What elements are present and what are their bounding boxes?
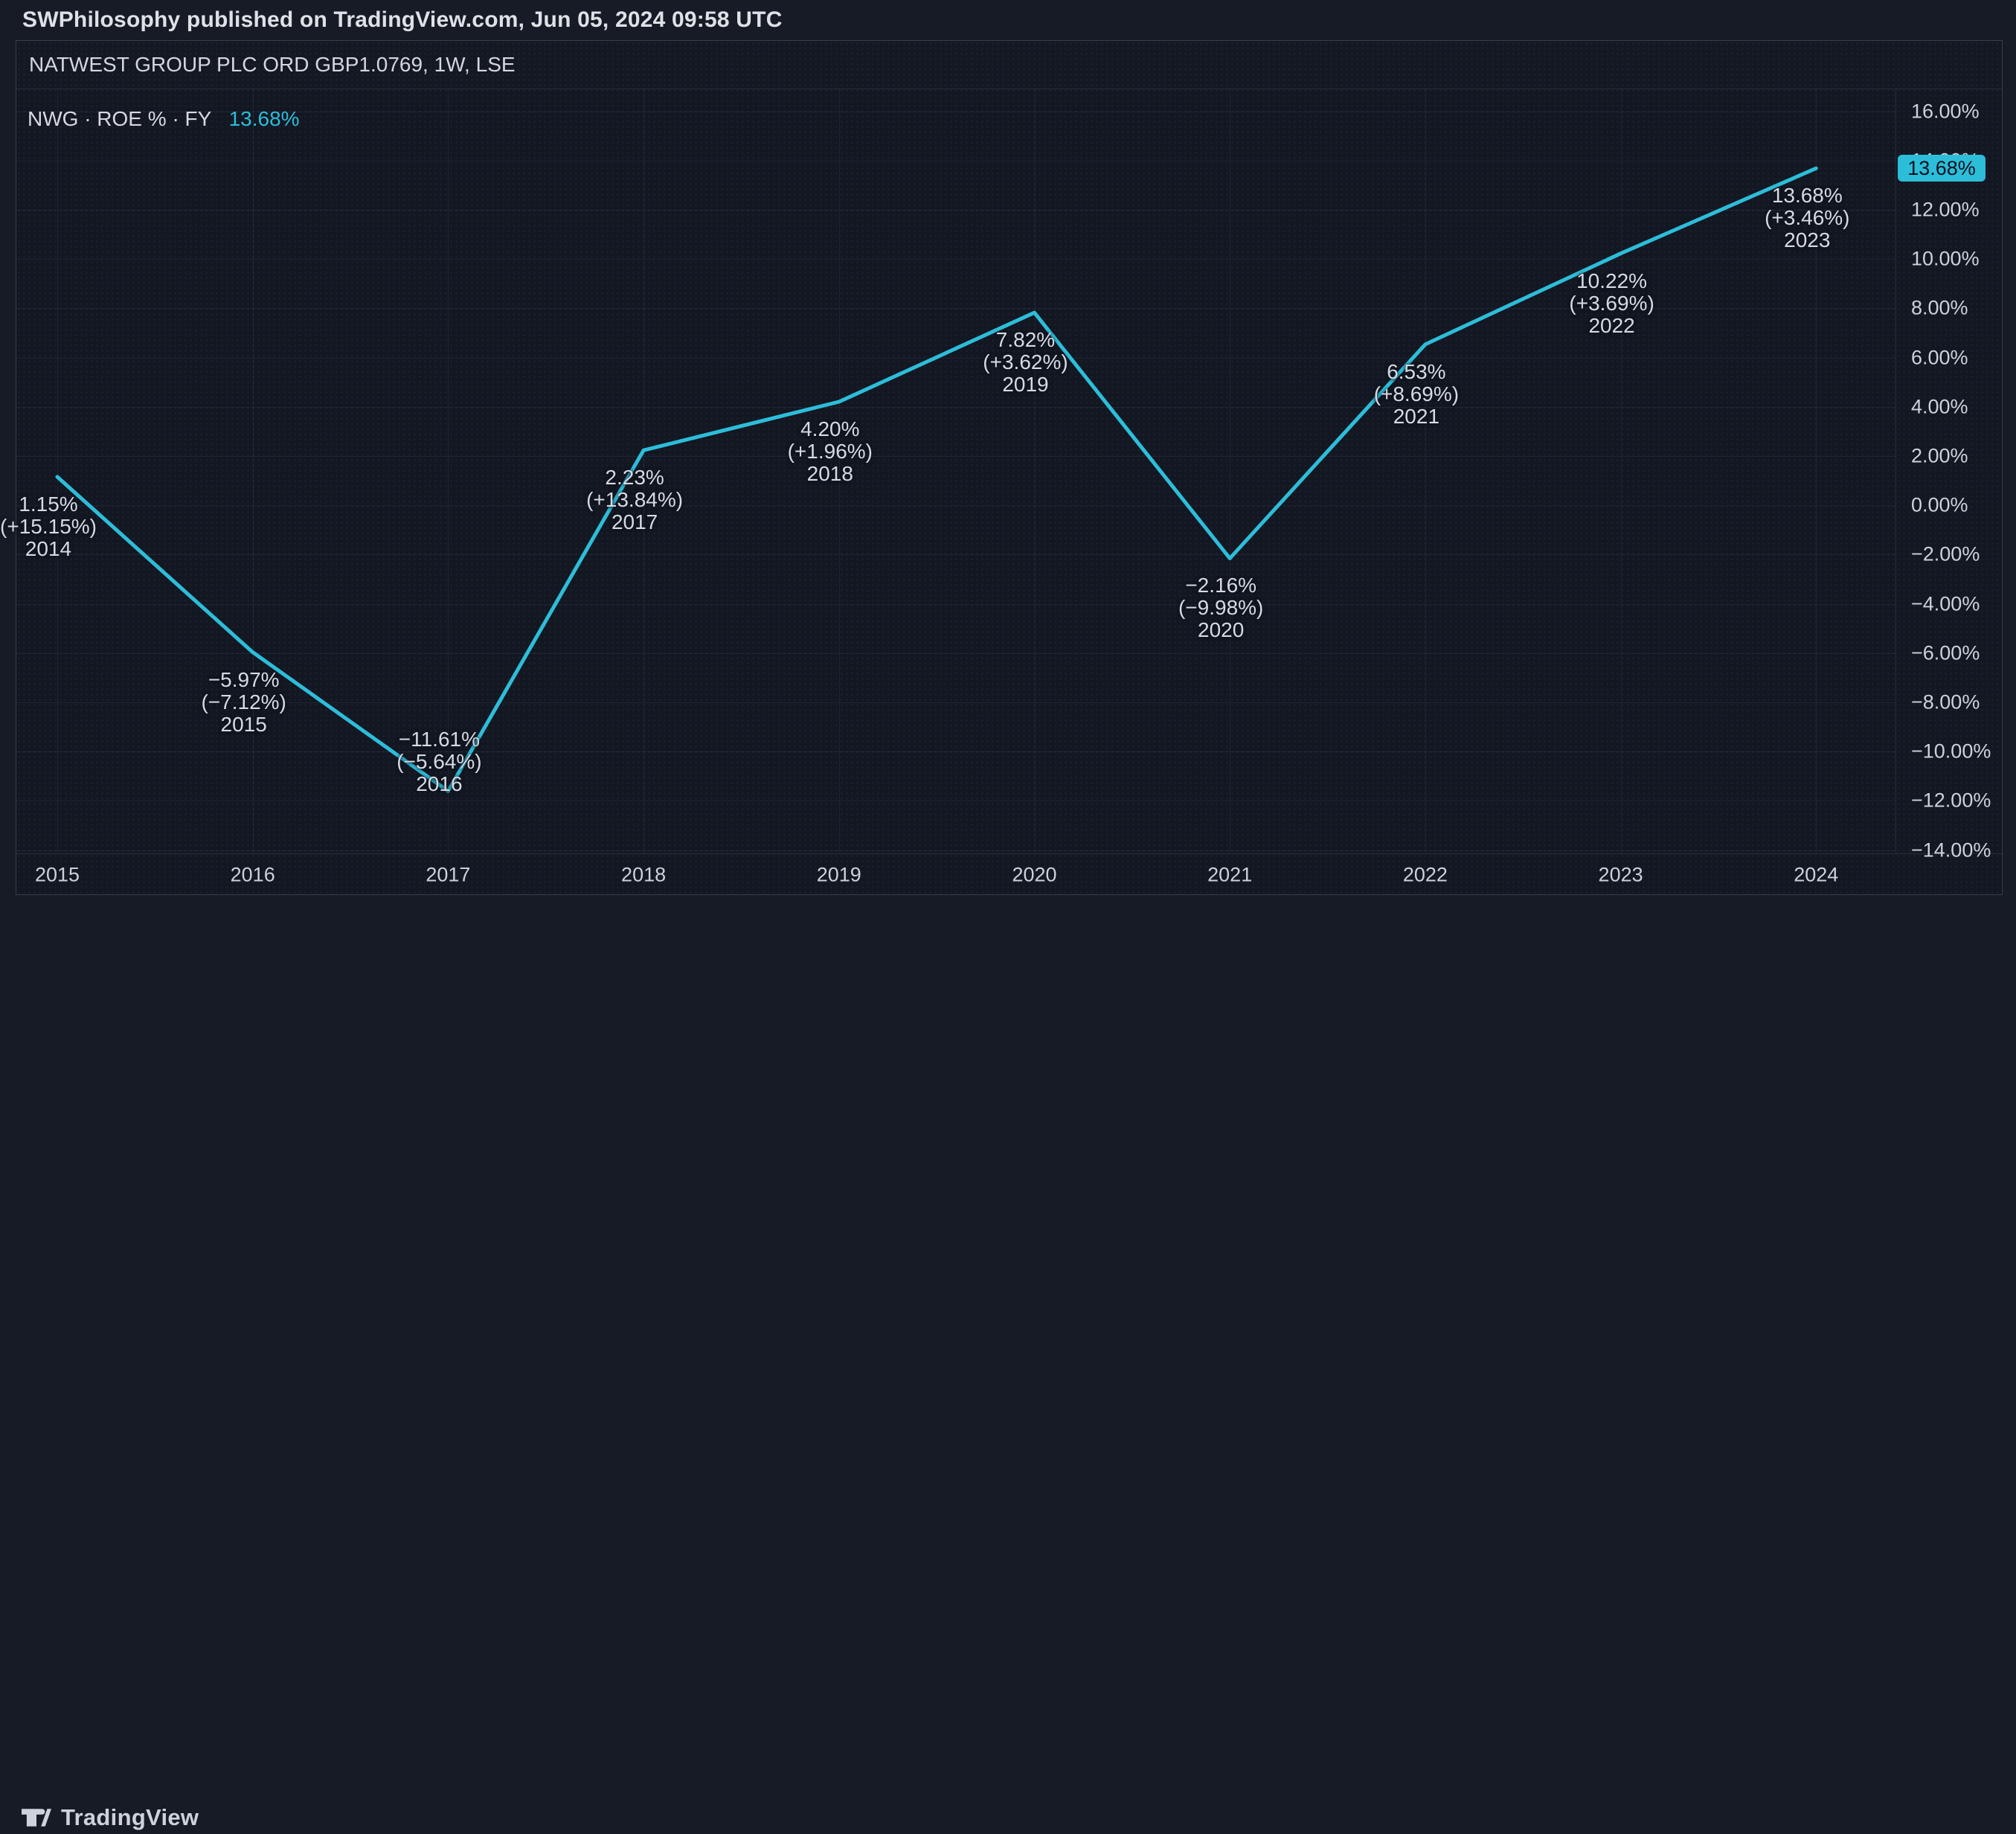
price-scale-label: 0.00% bbox=[1911, 493, 1968, 516]
symbol-title-bar: NATWEST GROUP PLC ORD GBP1.0769, 1W, LSE bbox=[16, 41, 2002, 89]
grid-line-vertical bbox=[1034, 89, 1036, 853]
grid-line-horizontal bbox=[16, 603, 1895, 605]
grid-line-horizontal bbox=[16, 406, 1895, 408]
price-scale-label: 6.00% bbox=[1911, 346, 1968, 368]
grid-line-horizontal bbox=[16, 259, 1895, 260]
time-scale-label: 2020 bbox=[1012, 863, 1057, 885]
price-scale-divider bbox=[1895, 89, 1896, 853]
footer: TradingView bbox=[0, 895, 2016, 1830]
grid-line-vertical bbox=[643, 89, 645, 853]
grid-line-horizontal bbox=[16, 850, 1895, 851]
time-scale-label: 2024 bbox=[1794, 863, 1839, 885]
symbol-title: NATWEST GROUP PLC ORD GBP1.0769, 1W, LSE bbox=[29, 53, 516, 76]
time-scale-label: 2016 bbox=[230, 863, 275, 885]
grid-line-horizontal bbox=[16, 751, 1895, 753]
chart-panel: NATWEST GROUP PLC ORD GBP1.0769, 1W, LSE… bbox=[0, 40, 2003, 895]
price-scale-label: 12.00% bbox=[1911, 198, 1980, 221]
price-scale-label: 2.00% bbox=[1911, 444, 1968, 467]
price-scale-label: 10.00% bbox=[1911, 247, 1980, 270]
time-scale-label: 2015 bbox=[34, 863, 80, 885]
grid-line-horizontal bbox=[16, 554, 1895, 556]
time-scale-label: 2022 bbox=[1402, 863, 1448, 885]
grid-line-vertical bbox=[252, 89, 254, 853]
grid-line-vertical bbox=[838, 89, 840, 853]
grid-line-horizontal bbox=[16, 505, 1895, 507]
time-scale-label: 2017 bbox=[426, 863, 471, 885]
time-scale-label: 2019 bbox=[816, 863, 861, 885]
grid-line-vertical bbox=[448, 89, 449, 853]
tradingview-brand-text[interactable]: TradingView bbox=[61, 1804, 199, 1830]
price-scale-label: 4.00% bbox=[1911, 395, 1968, 418]
publish-attribution: SWPhilosophy published on TradingView.co… bbox=[22, 7, 783, 32]
time-scale[interactable]: 2015 2016 2017 2018 2019 2020 2021 2022 2023 2024 bbox=[16, 853, 2003, 895]
tradingview-logo-icon[interactable] bbox=[22, 1809, 51, 1827]
grid-line-horizontal bbox=[16, 357, 1895, 359]
grid-line-horizontal bbox=[16, 653, 1895, 654]
last-value-badge: 13.68% bbox=[1898, 155, 1985, 182]
chart-surface[interactable]: 1.15% (+15.15%) 2014 −5.97% (−7.12%) 2015 −11.… bbox=[0, 89, 2003, 861]
tradingview-snapshot: SWPhilosophy published on TradingView.co… bbox=[0, 7, 2016, 1830]
time-scale-label: 2021 bbox=[1207, 863, 1253, 885]
grid-line-horizontal bbox=[16, 455, 1895, 457]
legend-series-label: NWG · ROE % · FY bbox=[28, 107, 211, 130]
grid-line-vertical bbox=[1425, 89, 1426, 853]
time-scale-label: 2023 bbox=[1598, 863, 1643, 885]
series-plot bbox=[55, 166, 1818, 793]
price-scale-label: −4.00% bbox=[1911, 592, 1980, 615]
price-scale-label: −12.00% bbox=[1911, 789, 1991, 812]
grid-line-vertical bbox=[1816, 89, 1817, 853]
price-scale-label: −2.00% bbox=[1911, 542, 1980, 565]
price-scale-label: 8.00% bbox=[1911, 296, 1968, 319]
grid-line-horizontal bbox=[16, 308, 1895, 310]
time-scale-label: 2018 bbox=[621, 863, 667, 885]
series-legend[interactable]: NWG · ROE % · FY 13.68% bbox=[28, 104, 300, 134]
price-scale-label: −6.00% bbox=[1911, 641, 1980, 664]
grid-line-vertical bbox=[57, 89, 58, 853]
grid-line-horizontal bbox=[16, 209, 1895, 211]
price-scale-label: −10.00% bbox=[1911, 740, 1991, 763]
legend-value: 13.68% bbox=[228, 107, 300, 130]
grid-line-horizontal bbox=[16, 702, 1895, 703]
grid-line-vertical bbox=[1620, 89, 1622, 853]
price-scale-label: −14.00% bbox=[1911, 839, 1991, 861]
price-scale-label: 16.00% bbox=[1911, 100, 1980, 122]
price-scale-label: −8.00% bbox=[1911, 690, 1980, 714]
roe-line-series bbox=[55, 166, 1818, 793]
